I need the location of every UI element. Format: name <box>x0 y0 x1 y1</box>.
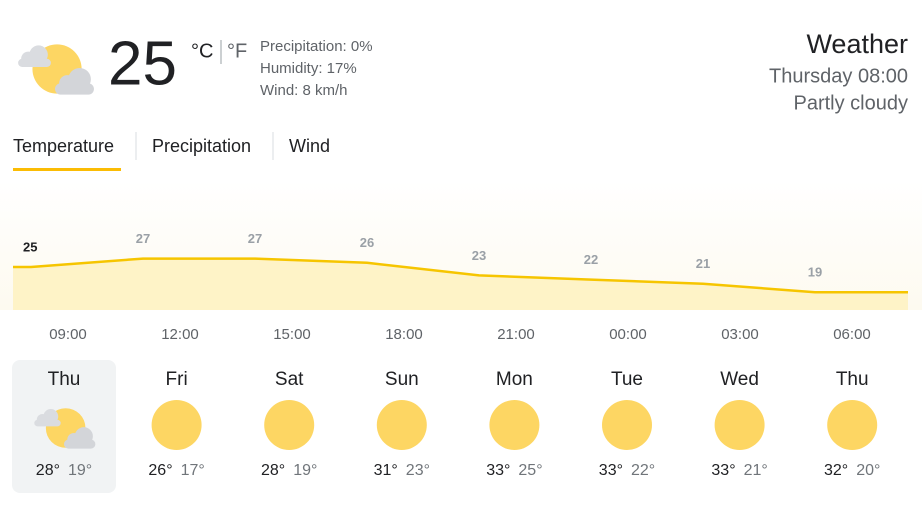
time-label: 06:00 <box>833 326 871 343</box>
low: 17° <box>181 462 205 479</box>
day-card[interactable]: Fri 26° 17° <box>148 369 204 479</box>
time-label: 15:00 <box>273 326 311 343</box>
day-card[interactable]: Thu 32° 20° <box>824 369 880 479</box>
time-label: 03:00 <box>721 326 759 343</box>
high: 31° <box>374 462 398 479</box>
day-icon <box>714 400 765 450</box>
temperature-line <box>13 257 908 294</box>
high: 28° <box>261 462 285 479</box>
low: 23° <box>406 462 430 479</box>
time-label: 12:00 <box>161 326 199 343</box>
temperature-label: 27 <box>136 231 150 246</box>
high: 33° <box>486 462 510 479</box>
low: 20° <box>856 462 880 479</box>
day-card[interactable]: Mon 33° 25° <box>486 369 542 479</box>
humidity: Humidity: 17% <box>260 60 357 77</box>
tab[interactable]: Wind <box>289 136 330 156</box>
current-temperature: 25 <box>108 29 177 98</box>
day-name: Sun <box>385 369 419 390</box>
low: 19° <box>293 462 317 479</box>
high: 33° <box>599 462 623 479</box>
precipitation: Precipitation: 0% <box>260 38 373 55</box>
temperature-area <box>13 258 908 310</box>
time: Thursday 08:00 <box>769 65 908 87</box>
day-name: Thu <box>48 369 81 390</box>
temperature-label: 19 <box>808 265 822 280</box>
day-icon <box>602 400 652 450</box>
day-name: Wed <box>720 369 759 390</box>
low: 19° <box>68 462 92 479</box>
day-card[interactable]: Sun 31° 23° <box>374 369 430 479</box>
day-icon <box>264 400 315 450</box>
tab[interactable]: Precipitation <box>152 136 251 156</box>
day-icon <box>489 400 540 450</box>
temperature-label: 22 <box>584 252 598 267</box>
temperature-label: 23 <box>472 248 486 263</box>
low: 25° <box>518 462 542 479</box>
high: 32° <box>824 462 848 479</box>
wind: Wind: 8 km/h <box>260 82 348 99</box>
temperature-label: 27 <box>248 231 262 246</box>
low: 21° <box>744 462 768 479</box>
day-name: Thu <box>836 369 869 390</box>
temperature-label: 25 <box>23 239 37 254</box>
tab-indicator <box>13 168 121 171</box>
time-label: 00:00 <box>609 326 647 343</box>
day-icon <box>376 400 427 450</box>
condition: Partly cloudy <box>794 92 909 114</box>
day-icon <box>827 400 878 450</box>
low: 22° <box>631 462 655 479</box>
tab[interactable]: Temperature <box>13 136 114 156</box>
unit-fahrenheit[interactable]: °F <box>227 40 247 62</box>
current-icon <box>18 44 94 95</box>
day-name: Sat <box>275 369 304 390</box>
high: 28° <box>36 462 60 479</box>
day-name: Fri <box>166 369 188 390</box>
day-card[interactable]: Tue 33° 22° <box>599 369 655 479</box>
unit-celsius[interactable]: °C <box>191 40 213 62</box>
day-card[interactable]: Wed 33° 21° <box>711 369 767 479</box>
day-icon <box>151 400 202 450</box>
time-label: 09:00 <box>49 326 87 343</box>
high: 33° <box>711 462 735 479</box>
day-name: Tue <box>611 369 643 390</box>
temperature-label: 21 <box>696 256 710 271</box>
high: 26° <box>148 462 172 479</box>
title: Weather <box>806 29 908 59</box>
day-card[interactable]: Thu 28° 19° <box>34 369 96 479</box>
day-card[interactable]: Sat 28° 19° <box>261 369 317 479</box>
time-label: 21:00 <box>497 326 535 343</box>
day-name: Mon <box>496 369 533 390</box>
time-label: 18:00 <box>385 326 423 343</box>
temperature-label: 26 <box>360 235 374 250</box>
